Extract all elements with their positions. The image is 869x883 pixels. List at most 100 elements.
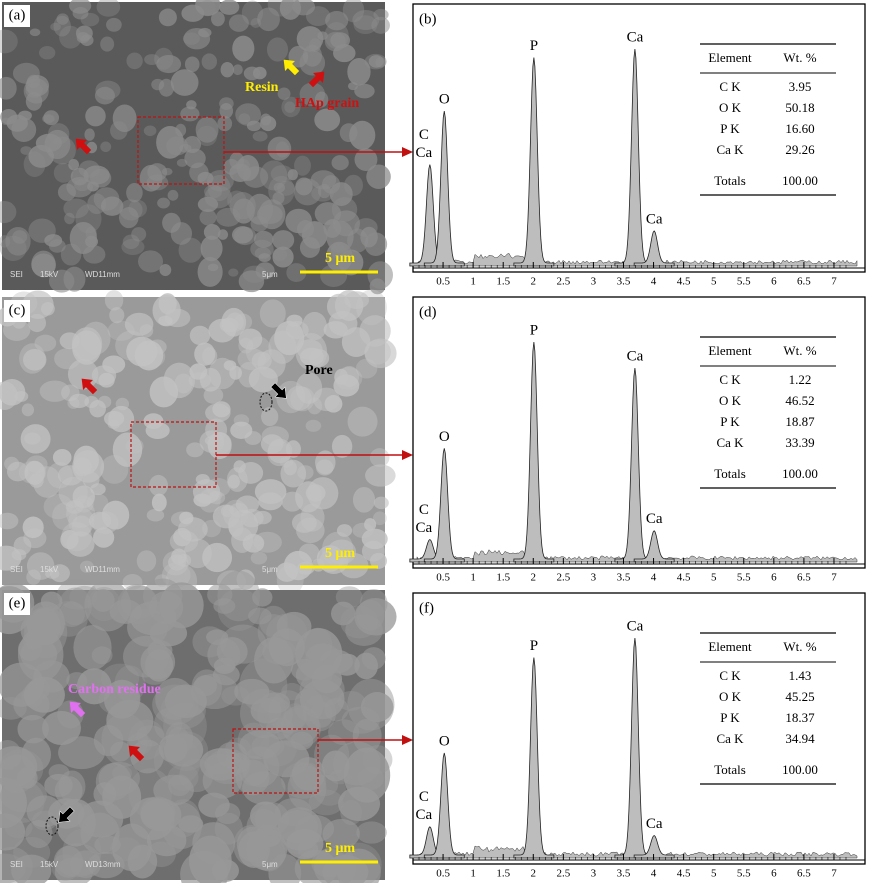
grain bbox=[0, 746, 38, 788]
grain bbox=[112, 823, 152, 872]
grain bbox=[0, 512, 19, 530]
table-cell: 1.22 bbox=[789, 372, 812, 387]
grain bbox=[71, 327, 103, 362]
pore-marker bbox=[45, 816, 59, 836]
grain bbox=[87, 586, 121, 622]
grain bbox=[208, 357, 237, 390]
grain bbox=[338, 786, 381, 822]
grain bbox=[122, 234, 140, 249]
grain bbox=[69, 221, 97, 255]
grain bbox=[143, 125, 157, 137]
sem-footer: SEI bbox=[10, 565, 23, 574]
link-head bbox=[402, 147, 413, 157]
panel-label: (c) bbox=[9, 302, 26, 318]
grain bbox=[336, 524, 353, 537]
grain bbox=[203, 386, 224, 404]
grain bbox=[97, 395, 112, 409]
grain bbox=[112, 432, 143, 467]
x-tick-label: 7 bbox=[831, 572, 837, 584]
grain bbox=[277, 180, 296, 196]
grain bbox=[354, 148, 378, 171]
table-cell: 33.39 bbox=[785, 435, 814, 450]
annotation: HAp grain bbox=[295, 96, 359, 111]
grain bbox=[238, 270, 265, 293]
x-tick-label: 5.5 bbox=[737, 276, 751, 288]
grain bbox=[259, 299, 286, 328]
grain bbox=[57, 578, 98, 610]
grain bbox=[368, 55, 384, 68]
peak-label: P bbox=[530, 638, 538, 654]
grain bbox=[48, 269, 75, 293]
grain bbox=[233, 824, 269, 867]
grain bbox=[100, 196, 124, 216]
grain bbox=[254, 247, 271, 260]
table-cell: Ca K bbox=[716, 731, 744, 746]
table-header: Wt. % bbox=[783, 343, 816, 358]
grain bbox=[270, 165, 294, 183]
peak-label: Ca bbox=[646, 511, 663, 527]
grain bbox=[331, 601, 356, 626]
grain bbox=[71, 515, 92, 537]
grain bbox=[29, 28, 41, 37]
peak-label: Ca bbox=[627, 618, 644, 634]
grain bbox=[163, 362, 195, 399]
grain bbox=[281, 96, 301, 118]
grain bbox=[128, 199, 147, 218]
peak-label: O bbox=[439, 733, 450, 749]
grain bbox=[6, 461, 29, 482]
grain bbox=[207, 432, 232, 455]
peak-label: Ca bbox=[416, 145, 433, 161]
grain bbox=[68, 159, 80, 171]
grain bbox=[333, 741, 381, 786]
peak bbox=[513, 57, 555, 267]
grain bbox=[283, 703, 307, 731]
x-tick-label: 3 bbox=[591, 276, 597, 288]
grain bbox=[149, 619, 188, 647]
grain bbox=[203, 224, 221, 240]
peak bbox=[423, 752, 465, 859]
grain bbox=[273, 182, 285, 193]
grain bbox=[219, 0, 240, 15]
grain bbox=[198, 792, 230, 818]
grain bbox=[366, 164, 391, 189]
grain bbox=[268, 330, 297, 364]
grain bbox=[228, 268, 239, 277]
grain bbox=[324, 395, 343, 413]
table-cell: 16.60 bbox=[785, 121, 814, 136]
x-tick-label: 6 bbox=[771, 572, 777, 584]
grain bbox=[257, 7, 280, 32]
grain bbox=[20, 424, 51, 454]
peak bbox=[614, 367, 656, 563]
grain bbox=[206, 169, 234, 192]
grain bbox=[283, 550, 313, 581]
label-bg bbox=[4, 593, 30, 615]
grain bbox=[0, 754, 37, 794]
grain bbox=[64, 212, 75, 225]
grain bbox=[84, 395, 99, 409]
grain bbox=[173, 527, 192, 547]
grain bbox=[119, 207, 139, 229]
grain bbox=[178, 237, 203, 263]
annotation-arrow bbox=[81, 378, 98, 395]
grain bbox=[320, 264, 348, 287]
scale-label: 5 μm bbox=[325, 546, 355, 561]
grain bbox=[109, 307, 125, 324]
grain bbox=[158, 8, 177, 27]
grain bbox=[195, 0, 221, 16]
grain bbox=[267, 136, 292, 161]
grain bbox=[267, 0, 294, 17]
grain bbox=[58, 601, 85, 627]
x-tick-label: 5 bbox=[711, 276, 717, 288]
grain bbox=[21, 403, 35, 417]
grain bbox=[311, 558, 325, 572]
peak bbox=[633, 834, 675, 859]
table-total: 100.00 bbox=[782, 173, 818, 188]
grain bbox=[352, 10, 380, 31]
table-cell: O K bbox=[719, 393, 742, 408]
grain bbox=[339, 123, 358, 143]
grain bbox=[87, 193, 107, 215]
grain bbox=[192, 626, 227, 658]
x-tick-label: 5.5 bbox=[737, 572, 751, 584]
spectrum-frame bbox=[412, 3, 866, 273]
